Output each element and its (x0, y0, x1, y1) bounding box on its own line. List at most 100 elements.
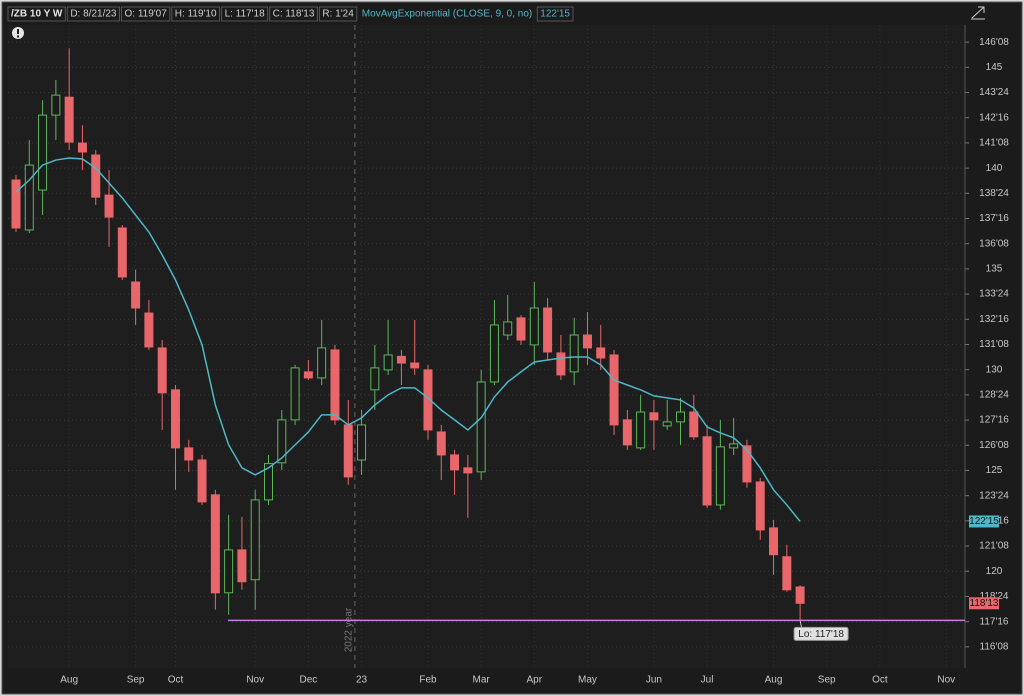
candle-body (636, 411, 646, 449)
candle-body (277, 419, 287, 464)
candle-body (543, 307, 553, 353)
candle-body (742, 445, 752, 483)
candle-body (476, 381, 486, 473)
header-info: D: 8/21/23 (70, 9, 117, 20)
low-label: Lo: 117'18 (798, 629, 844, 640)
candle-body (769, 527, 779, 556)
header-info-box (66, 6, 120, 22)
y-tick-label: 136'08 (979, 238, 1009, 249)
header-info: R: 1'24 (322, 9, 354, 20)
y-tick-label: 132'16 (979, 314, 1009, 325)
ema-line (15, 157, 801, 522)
y-tick-label: 127'16 (979, 415, 1009, 426)
ema-value-label: 122'15 (969, 516, 999, 527)
header-info-box (171, 6, 221, 22)
header-info: L: 117'18 (225, 9, 266, 20)
x-tick-label: Mar (473, 675, 491, 686)
y-tick-label: 145 (986, 62, 1003, 73)
candle-body (582, 334, 592, 349)
candle-body (144, 312, 154, 348)
candle-body (516, 317, 526, 341)
x-tick-label: Sep (818, 675, 836, 686)
candle-body (64, 96, 74, 143)
candle-body (250, 499, 260, 581)
candle-body (410, 362, 420, 369)
low-bubble (793, 626, 849, 641)
y-tick-label: 126'08 (979, 440, 1009, 451)
y-tick-label: 138'24 (979, 188, 1009, 199)
candle-body (755, 481, 765, 531)
x-tick-label: Jun (646, 675, 662, 686)
header-info-box (120, 6, 171, 22)
candle-body (184, 447, 194, 461)
header-info-box (221, 6, 269, 22)
candle-body (503, 321, 513, 336)
candle-body (795, 586, 805, 604)
candle-body (689, 411, 699, 438)
candle-body (370, 367, 380, 391)
candle-body (729, 443, 739, 449)
candle-body (715, 446, 725, 506)
x-tick-label: Aug (60, 675, 78, 686)
x-tick-label: 23 (356, 675, 368, 686)
candle-body (396, 355, 406, 364)
candle-body (170, 389, 180, 449)
x-tick-label: Dec (299, 675, 317, 686)
candle-body (38, 114, 48, 191)
candle-body (224, 549, 234, 594)
candle-body (11, 179, 21, 229)
candle-body (702, 436, 712, 506)
candle-body (489, 324, 499, 383)
candle-body (676, 411, 685, 423)
chart-title: /ZB 10 Y W (11, 9, 63, 20)
y-tick-label: 128'24 (979, 390, 1009, 401)
x-tick-label: Sep (127, 675, 145, 686)
candle-body (556, 352, 566, 376)
candle-body (383, 354, 393, 371)
header-info: O: 119'07 (124, 9, 167, 20)
y-tick-label: 117'16 (980, 616, 1009, 627)
y-tick-label: 118'24 (980, 591, 1009, 602)
y-tick-label: 133'24 (979, 289, 1009, 300)
candle-body (237, 549, 247, 583)
candle-body (529, 307, 539, 346)
candle-body (330, 349, 340, 421)
plot-area (8, 25, 965, 668)
legend-value: 122'15 (540, 9, 570, 20)
y-tick-label: 142'16 (979, 112, 1009, 123)
candle-body (303, 371, 313, 379)
y-tick-label: 137'16 (979, 213, 1009, 224)
y-tick-label: 125 (986, 465, 1003, 476)
legend-entry: MovAvgExponential (CLOSE, 9, 0, no) (362, 9, 532, 20)
close-value-label: 118'13 (970, 598, 999, 609)
y-tick-label: 135 (986, 264, 1003, 275)
expand-icon[interactable] (971, 6, 985, 20)
candle-body (436, 431, 446, 456)
y-tick-label: 121'08 (979, 541, 1009, 552)
candle-body (450, 454, 460, 471)
x-tick-label: Aug (765, 675, 783, 686)
y-tick-label: 123'24 (979, 490, 1009, 501)
candle-body (609, 354, 619, 426)
close-value-label-box (969, 597, 999, 610)
legend-value-box (536, 6, 574, 22)
candle-body (662, 421, 672, 427)
candle-body (569, 334, 579, 373)
x-tick-label: Oct (872, 675, 888, 686)
y-tick-label: 116'08 (980, 641, 1009, 652)
y-tick-label: 146'08 (979, 37, 1009, 48)
y-tick-label: 143'24 (979, 87, 1009, 98)
candle-body (117, 227, 127, 278)
candle-body (317, 347, 327, 379)
candle-body (104, 194, 114, 218)
x-tick-label: Oct (168, 675, 184, 686)
candle-body (357, 424, 367, 461)
x-tick-label: Nov (937, 675, 955, 686)
candle-body (622, 419, 632, 446)
candle-body (264, 463, 274, 501)
y-tick-label: 120 (986, 566, 1003, 577)
candle-body (131, 281, 141, 309)
header-info: H: 119'10 (175, 9, 217, 20)
